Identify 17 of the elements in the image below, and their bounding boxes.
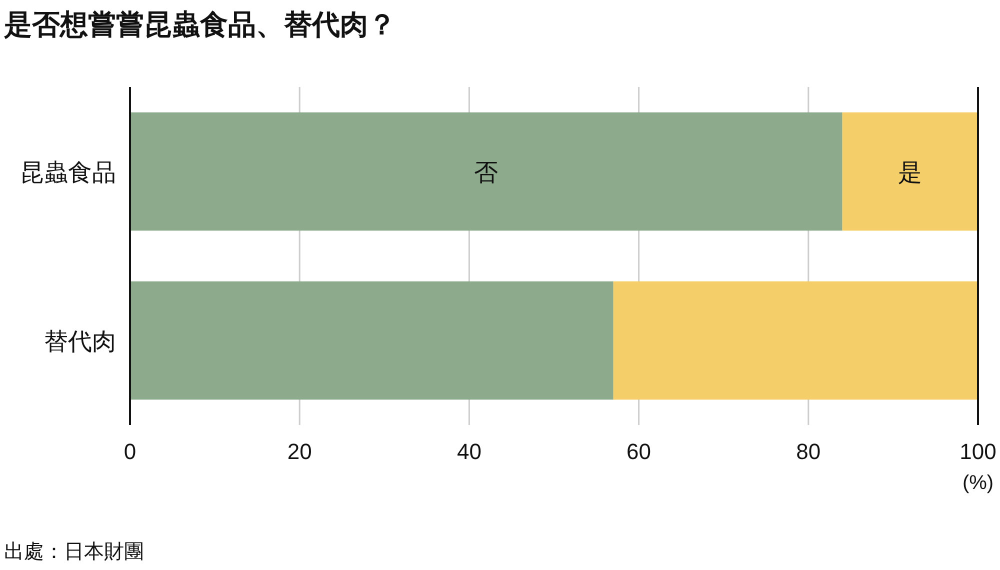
x-tick-label: 20: [287, 439, 312, 464]
chart-title: 是否想嘗嘗昆蟲食品、替代肉？: [3, 9, 396, 40]
x-tick-label: 80: [796, 439, 821, 464]
x-axis-title: (%): [962, 472, 994, 494]
series-label: 否: [474, 160, 498, 186]
bar: [613, 281, 978, 400]
x-tick-label: 100: [960, 439, 996, 464]
y-tick-label: 替代肉: [44, 328, 116, 356]
y-tick-label: 昆蟲食品: [20, 160, 116, 186]
x-tick-label: 60: [626, 439, 652, 464]
x-tick-label: 40: [456, 439, 482, 464]
bar: [842, 112, 978, 231]
bar: [130, 281, 614, 400]
series-label: 是: [898, 160, 922, 186]
x-tick-label: 0: [124, 439, 136, 464]
bar: [130, 112, 842, 231]
text: 出處：日本財團: [4, 541, 144, 563]
